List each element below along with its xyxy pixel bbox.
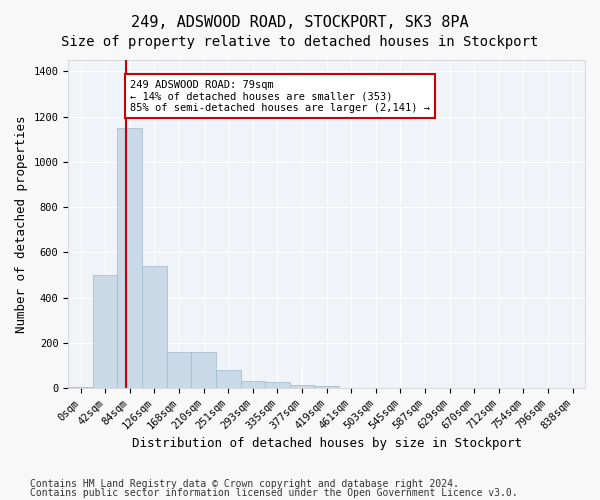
- Text: Size of property relative to detached houses in Stockport: Size of property relative to detached ho…: [61, 35, 539, 49]
- Bar: [93, 275, 118, 388]
- Bar: [290, 384, 314, 388]
- Text: Contains public sector information licensed under the Open Government Licence v3: Contains public sector information licen…: [30, 488, 518, 498]
- Text: Contains HM Land Registry data © Crown copyright and database right 2024.: Contains HM Land Registry data © Crown c…: [30, 479, 459, 489]
- Y-axis label: Number of detached properties: Number of detached properties: [15, 116, 28, 333]
- Bar: [68, 387, 93, 388]
- Text: 249, ADSWOOD ROAD, STOCKPORT, SK3 8PA: 249, ADSWOOD ROAD, STOCKPORT, SK3 8PA: [131, 15, 469, 30]
- Bar: [191, 352, 216, 388]
- Bar: [167, 352, 191, 388]
- Bar: [314, 386, 339, 388]
- X-axis label: Distribution of detached houses by size in Stockport: Distribution of detached houses by size …: [131, 437, 521, 450]
- Bar: [265, 382, 290, 388]
- Bar: [241, 382, 265, 388]
- Bar: [118, 128, 142, 388]
- Bar: [142, 266, 167, 388]
- Text: 249 ADSWOOD ROAD: 79sqm
← 14% of detached houses are smaller (353)
85% of semi-d: 249 ADSWOOD ROAD: 79sqm ← 14% of detache…: [130, 80, 430, 113]
- Bar: [216, 370, 241, 388]
